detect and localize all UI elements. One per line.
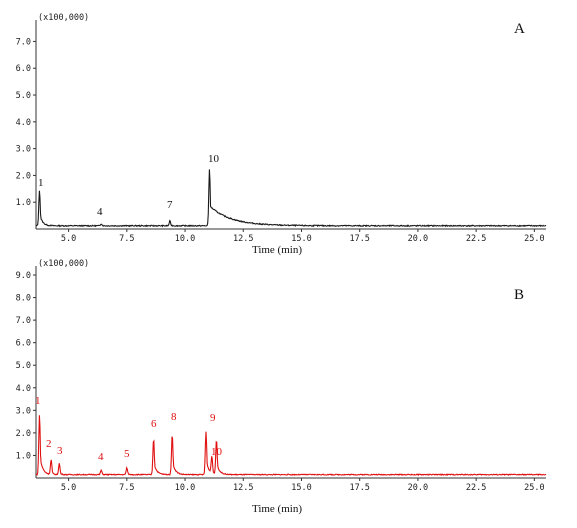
x-tick-label: 22.5: [466, 234, 486, 244]
x-tick-label: 25.0: [524, 234, 544, 244]
peak-label: 7: [167, 199, 173, 211]
peak-label: 2: [46, 438, 52, 450]
peak-label: 4: [98, 451, 104, 463]
y-tick-label: 3.0: [16, 406, 31, 416]
x-tick-label: 15.0: [291, 483, 311, 493]
x-tick-label: 17.5: [349, 483, 369, 493]
x-tick-label: 22.5: [466, 483, 486, 493]
peak-label: 1: [35, 395, 41, 407]
y-unit-label: (x100,000): [38, 13, 89, 23]
x-tick-label: 12.5: [233, 234, 253, 244]
x-tick-label: 25.0: [524, 483, 544, 493]
chromatogram-trace: [35, 415, 547, 477]
y-unit-label: (x100,000): [38, 259, 89, 269]
y-tick-label: 5.0: [16, 91, 31, 101]
peak-label: 8: [171, 411, 177, 423]
x-tick-label: 5.0: [61, 483, 76, 493]
y-tick-label: 4.0: [16, 384, 31, 394]
peak-label: 9: [210, 412, 216, 424]
y-tick-label: 4.0: [16, 118, 31, 128]
peak-label: 4: [97, 206, 103, 218]
peak-label: 5: [124, 448, 130, 460]
y-tick-label: 9.0: [16, 271, 31, 281]
panel-letter: A: [514, 21, 525, 37]
y-tick-label: 6.0: [16, 64, 31, 74]
x-tick-label: 7.5: [119, 483, 134, 493]
x-tick-label: 10.0: [175, 234, 195, 244]
x-tick-label: 15.0: [291, 234, 311, 244]
chromatogram-trace: [35, 169, 547, 228]
chromatogram-panel-b: (x100,000) 1.0 2.0 3.0 4.0 5.0 6.0 7.0 8.0 9.0 5.0…: [16, 259, 547, 515]
peak-label: 3: [57, 445, 63, 457]
y-tick-label: 3.0: [16, 145, 31, 155]
y-tick-label: 8.0: [16, 294, 31, 304]
x-axis-title: Time (min): [252, 244, 302, 256]
x-tick-label: 12.5: [233, 483, 253, 493]
y-tick-label: 7.0: [16, 37, 31, 47]
y-tick-label: 7.0: [16, 316, 31, 326]
y-tick-label: 1.0: [16, 451, 31, 461]
panel-letter: B: [514, 287, 524, 303]
y-tick-label: 5.0: [16, 361, 31, 371]
y-tick-label: 2.0: [16, 171, 31, 181]
x-tick-label: 10.0: [175, 483, 195, 493]
x-axis-title: Time (min): [252, 503, 302, 515]
peak-label: 10: [208, 153, 220, 165]
y-tick-label: 1.0: [16, 198, 31, 208]
peak-label: 1: [38, 177, 44, 189]
x-tick-label: 5.0: [61, 234, 76, 244]
x-tick-label: 7.5: [119, 234, 134, 244]
y-tick-label: 2.0: [16, 429, 31, 439]
peak-label: 6: [151, 418, 157, 430]
x-tick-label: 20.0: [408, 483, 428, 493]
peak-label: 10: [211, 446, 223, 458]
chromatogram-panel-a: (x100,000) 1.0 2.0 3.0 4.0 5.0 6.0 7.0 5.0 7.5 10.…: [16, 13, 547, 256]
x-tick-label: 20.0: [408, 234, 428, 244]
x-tick-label: 17.5: [349, 234, 369, 244]
y-tick-label: 6.0: [16, 339, 31, 349]
